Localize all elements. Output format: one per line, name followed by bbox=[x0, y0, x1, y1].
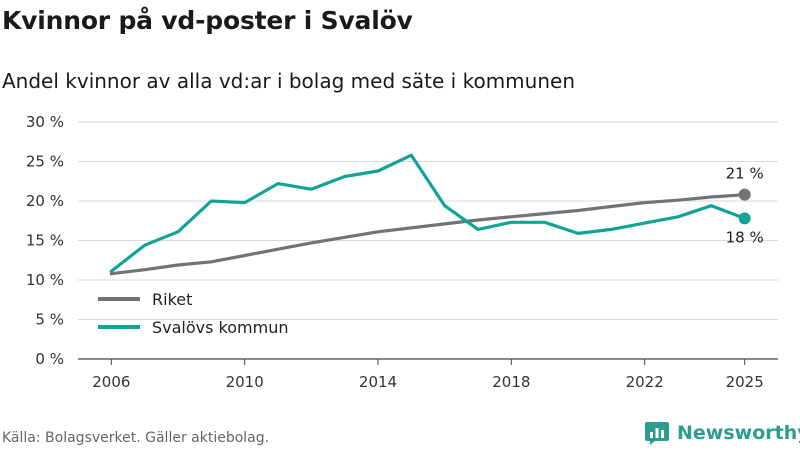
series-end-label: 21 % bbox=[726, 165, 764, 183]
series-end-label: 18 % bbox=[726, 228, 764, 246]
brand-name: Newsworthy bbox=[677, 422, 800, 444]
x-tick-label: 2018 bbox=[492, 373, 530, 391]
series-end-point-svalov bbox=[738, 212, 751, 225]
series-end-point-riket bbox=[738, 188, 751, 201]
newsworthy-logo-icon bbox=[645, 422, 669, 445]
source-note: Källa: Bolagsverket. Gäller aktiebolag. bbox=[2, 430, 270, 446]
chart-title: Kvinnor på vd-poster i Svalöv bbox=[2, 6, 413, 35]
brand-logo[interactable]: Newsworthy bbox=[644, 420, 800, 446]
series-line-riket bbox=[109, 193, 747, 276]
chart-subtitle: Andel kvinnor av alla vd:ar i bolag med … bbox=[2, 69, 575, 93]
y-tick-label: 0 % bbox=[35, 350, 64, 368]
y-tick-label: 5 % bbox=[35, 311, 64, 329]
x-tick-label: 2006 bbox=[92, 373, 130, 391]
x-tick-label: 2025 bbox=[726, 373, 764, 391]
legend-label: Riket bbox=[152, 290, 192, 309]
x-tick-label: 2010 bbox=[226, 373, 264, 391]
y-tick-label: 20 % bbox=[26, 192, 64, 210]
line-chart: 0 % 5 % 10 % 15 % 20 % 25 % 30 % 2006 2010 2014 20… bbox=[26, 113, 778, 391]
x-tick-label: 2022 bbox=[626, 373, 664, 391]
y-tick-label: 10 % bbox=[26, 271, 64, 289]
series-line-svalov bbox=[109, 153, 747, 273]
y-tick-label: 30 % bbox=[26, 113, 64, 131]
legend-label: Svalövs kommun bbox=[152, 318, 289, 337]
x-tick-label: 2014 bbox=[359, 373, 397, 391]
y-tick-label: 25 % bbox=[26, 153, 64, 171]
y-tick-label: 15 % bbox=[26, 232, 64, 250]
